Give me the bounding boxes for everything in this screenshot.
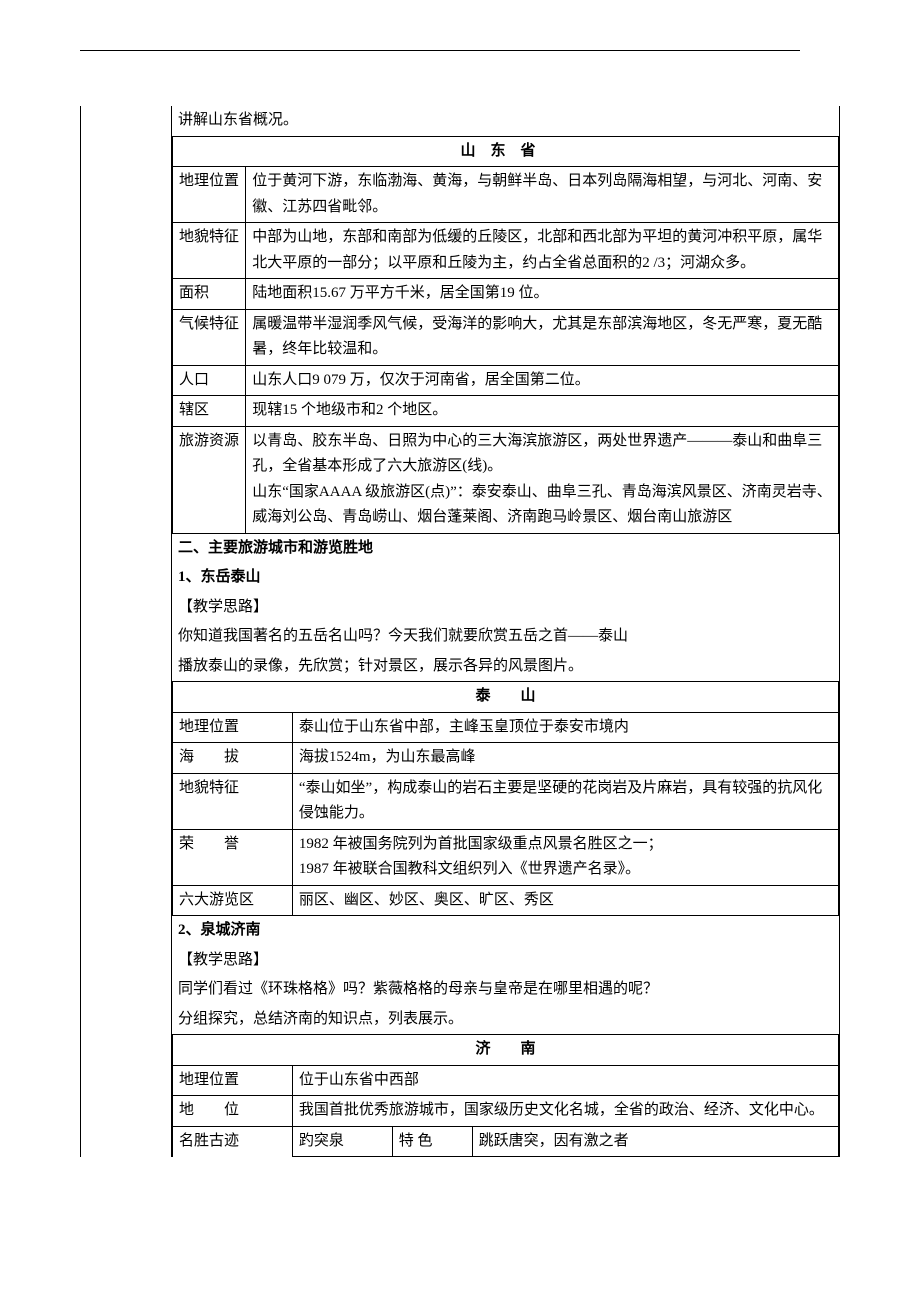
- table-row: 地理位置 位于黄河下游，东临渤海、黄海，与朝鲜半岛、日本列岛隔海相望，与河北、河…: [173, 167, 839, 223]
- table-title-row: 山东省: [173, 136, 839, 167]
- row-label: 地理位置: [173, 167, 246, 223]
- table-title-row: 济 南: [173, 1035, 839, 1066]
- jinan-heading: 2、泉城济南: [172, 916, 839, 946]
- feature-label: 特 色: [392, 1126, 472, 1157]
- table-row: 海 拔 海拔1524m，为山东最高峰: [173, 743, 839, 774]
- table-row: 地理位置 泰山位于山东省中部，主峰玉皇顶位于泰安市境内: [173, 712, 839, 743]
- table-row: 辖区 现辖15 个地级市和2 个地区。: [173, 396, 839, 427]
- content-column: 讲解山东省概况。 山东省 地理位置 位于黄河下游，东临渤海、黄海，与朝鲜半岛、日…: [172, 106, 839, 1157]
- row-value: 海拔1524m，为山东最高峰: [292, 743, 838, 774]
- row-value: 1982 年被国务院列为首批国家级重点风景名胜区之一； 1987 年被联合国教科…: [292, 829, 838, 885]
- shandong-title: 山东省: [173, 136, 839, 167]
- row-label: 旅游资源: [173, 426, 246, 533]
- row-value: 位于山东省中西部: [292, 1065, 838, 1096]
- row-value: “泰山如坐”，构成泰山的岩石主要是坚硬的花岗岩及片麻岩，具有较强的抗风化侵蚀能力…: [292, 773, 838, 829]
- row-label: 地理位置: [173, 712, 293, 743]
- row-label: 人口: [173, 365, 246, 396]
- row-label: 地貌特征: [173, 773, 293, 829]
- jinan-teaching-p: 分组探究，总结济南的知识点，列表展示。: [172, 1005, 839, 1035]
- teaching-label-2: 【教学思路】: [172, 946, 839, 976]
- row-label: 名胜古迹: [173, 1126, 293, 1157]
- row-value: 以青岛、胶东半岛、日照为中心的三大海滨旅游区，两处世界遗产———泰山和曲阜三孔，…: [246, 426, 839, 533]
- page: 讲解山东省概况。 山东省 地理位置 位于黄河下游，东临渤海、黄海，与朝鲜半岛、日…: [0, 0, 920, 1197]
- jinan-teaching-q: 同学们看过《环珠格格》吗？紫薇格格的母亲与皇帝是在哪里相遇的呢？: [172, 975, 839, 1005]
- taishan-teaching-q: 你知道我国著名的五岳名山吗？今天我们就要欣赏五岳之首——泰山: [172, 622, 839, 652]
- table-row: 荣 誉 1982 年被国务院列为首批国家级重点风景名胜区之一； 1987 年被联…: [173, 829, 839, 885]
- row-label: 地 位: [173, 1096, 293, 1127]
- row-label: 地貌特征: [173, 223, 246, 279]
- row-value: 丽区、幽区、妙区、奥区、旷区、秀区: [292, 885, 838, 916]
- table-row: 名胜古迹 趵突泉 特 色 跳跃唐突，因有激之者: [173, 1126, 839, 1157]
- row-label: 辖区: [173, 396, 246, 427]
- left-gutter: [81, 106, 172, 1157]
- row-value: 现辖15 个地级市和2 个地区。: [246, 396, 839, 427]
- row-value: 我国首批优秀旅游城市，国家级历史文化名城，全省的政治、经济、文化中心。: [292, 1096, 838, 1127]
- baotu-label: 趵突泉: [292, 1126, 392, 1157]
- row-value: 位于黄河下游，东临渤海、黄海，与朝鲜半岛、日本列岛隔海相望，与河北、河南、安徽、…: [246, 167, 839, 223]
- row-value: 属暖温带半湿润季风气候，受海洋的影响大，尤其是东部滨海地区，冬无严寒，夏无酷暑，…: [246, 309, 839, 365]
- jinan-table: 济 南 地理位置 位于山东省中西部 地 位 我国首批优秀旅游城市，国家级历史文化…: [172, 1034, 839, 1157]
- taishan-title: 泰 山: [173, 682, 839, 713]
- table-row: 地貌特征 “泰山如坐”，构成泰山的岩石主要是坚硬的花岗岩及片麻岩，具有较强的抗风…: [173, 773, 839, 829]
- taishan-heading: 1、东岳泰山: [172, 563, 839, 593]
- top-rule: [80, 50, 800, 51]
- row-value: 山东人口9 079 万，仅次于河南省，居全国第二位。: [246, 365, 839, 396]
- table-row: 地理位置 位于山东省中西部: [173, 1065, 839, 1096]
- table-row: 地貌特征 中部为山地，东部和南部为低缓的丘陵区，北部和西北部为平坦的黄河冲积平原…: [173, 223, 839, 279]
- row-label: 气候特征: [173, 309, 246, 365]
- row-value: 陆地面积15.67 万平方千米，居全国第19 位。: [246, 279, 839, 310]
- taishan-teaching-p: 播放泰山的录像，先欣赏；针对景区，展示各异的风景图片。: [172, 652, 839, 682]
- table-row: 面积 陆地面积15.67 万平方千米，居全国第19 位。: [173, 279, 839, 310]
- table-row: 地 位 我国首批优秀旅游城市，国家级历史文化名城，全省的政治、经济、文化中心。: [173, 1096, 839, 1127]
- intro-line: 讲解山东省概况。: [172, 106, 839, 136]
- teaching-label: 【教学思路】: [172, 593, 839, 623]
- feature-value: 跳跃唐突，因有激之者: [472, 1126, 838, 1157]
- row-label: 六大游览区: [173, 885, 293, 916]
- row-label: 海 拔: [173, 743, 293, 774]
- table-title-row: 泰 山: [173, 682, 839, 713]
- jinan-title: 济 南: [173, 1035, 839, 1066]
- table-row: 旅游资源 以青岛、胶东半岛、日照为中心的三大海滨旅游区，两处世界遗产———泰山和…: [173, 426, 839, 533]
- row-label: 面积: [173, 279, 246, 310]
- outer-frame: 讲解山东省概况。 山东省 地理位置 位于黄河下游，东临渤海、黄海，与朝鲜半岛、日…: [80, 106, 840, 1157]
- table-row: 气候特征 属暖温带半湿润季风气候，受海洋的影响大，尤其是东部滨海地区，冬无严寒，…: [173, 309, 839, 365]
- table-row: 六大游览区 丽区、幽区、妙区、奥区、旷区、秀区: [173, 885, 839, 916]
- row-value: 泰山位于山东省中部，主峰玉皇顶位于泰安市境内: [292, 712, 838, 743]
- row-label: 荣 誉: [173, 829, 293, 885]
- row-label: 地理位置: [173, 1065, 293, 1096]
- table-row: 人口 山东人口9 079 万，仅次于河南省，居全国第二位。: [173, 365, 839, 396]
- row-value: 中部为山地，东部和南部为低缓的丘陵区，北部和西北部为平坦的黄河冲积平原，属华北大…: [246, 223, 839, 279]
- taishan-table: 泰 山 地理位置 泰山位于山东省中部，主峰玉皇顶位于泰安市境内 海 拔 海拔15…: [172, 681, 839, 916]
- section2-heading: 二、主要旅游城市和游览胜地: [172, 534, 839, 564]
- shandong-table: 山东省 地理位置 位于黄河下游，东临渤海、黄海，与朝鲜半岛、日本列岛隔海相望，与…: [172, 136, 839, 534]
